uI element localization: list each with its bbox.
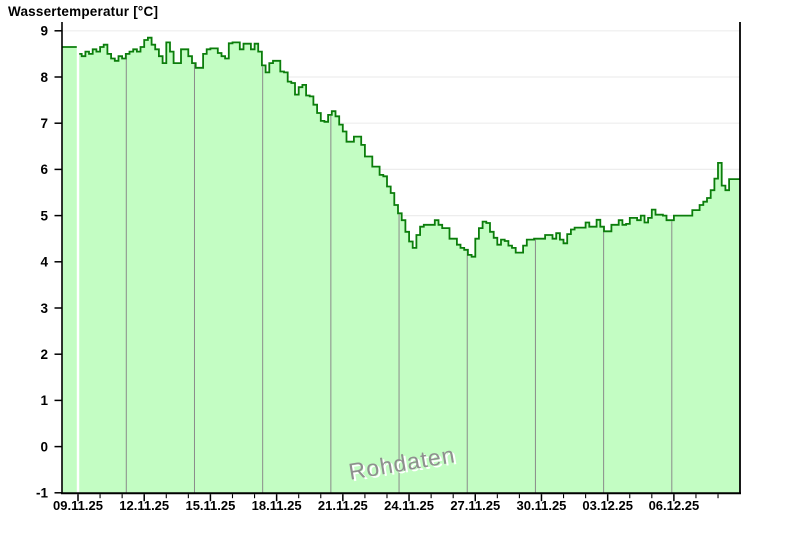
y-tick-label: 4 bbox=[40, 255, 48, 270]
y-tick-label: 3 bbox=[40, 301, 48, 316]
x-tick-label: 03.12.25 bbox=[582, 498, 633, 513]
x-tick-label: 18.11.25 bbox=[252, 498, 302, 513]
area-fill bbox=[62, 37, 740, 493]
y-tick-label: 7 bbox=[40, 116, 48, 131]
temperature-line bbox=[62, 36, 740, 258]
y-tick-label: 2 bbox=[40, 347, 48, 362]
y-tick-label: 9 bbox=[40, 24, 48, 39]
x-tick-label: 30.11.25 bbox=[517, 498, 567, 513]
x-tick-label: 27.11.25 bbox=[450, 498, 500, 513]
x-tick-label: 12.11.25 bbox=[119, 498, 169, 513]
chart-title: Wassertemperatur [°C] bbox=[8, 4, 159, 19]
x-tick-label: 06.12.25 bbox=[649, 498, 700, 513]
y-tick-label: 6 bbox=[40, 162, 48, 177]
y-tick-label: 1 bbox=[40, 393, 48, 408]
y-tick-label: 5 bbox=[40, 208, 48, 223]
x-tick-label: 21.11.25 bbox=[318, 498, 368, 513]
x-tick-label: 09.11.25 bbox=[53, 498, 103, 513]
x-tick-label: 24.11.25 bbox=[384, 498, 434, 513]
x-tick-label: 15.11.25 bbox=[185, 498, 235, 513]
data-gap bbox=[76, 44, 80, 493]
y-tick-label: -1 bbox=[36, 486, 48, 501]
y-tick-label: 8 bbox=[40, 70, 48, 85]
y-tick-label: 0 bbox=[40, 439, 48, 454]
